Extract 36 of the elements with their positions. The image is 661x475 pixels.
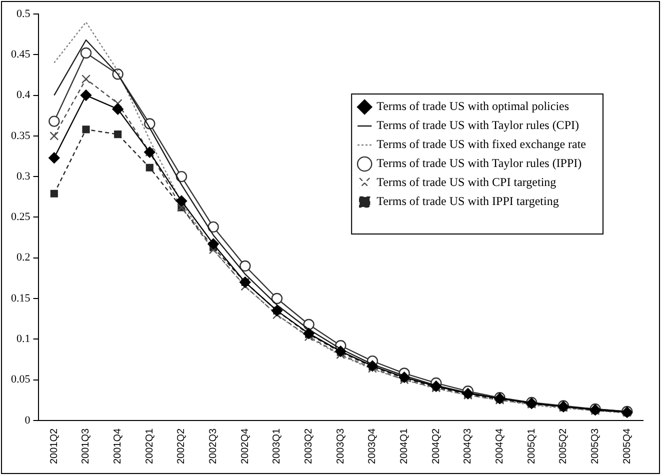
y-tick-label: 0: [24, 414, 31, 426]
x-tick-label: 2004Q1: [399, 428, 410, 464]
x-tick-label: 2004Q3: [462, 428, 474, 464]
x-tick-label: 2005Q3: [590, 428, 602, 464]
x-tick-label: 2004Q4: [494, 428, 506, 464]
y-tick-label: 0.4: [16, 89, 31, 102]
legend-label: Terms of trade US with Taylor rules (IPPI): [376, 156, 582, 170]
x-tick-label: 2001Q2: [48, 428, 60, 464]
x-tick-label: 2005Q1: [526, 428, 538, 464]
y-tick-label: 0.25: [11, 211, 31, 224]
x-tick-label: 2003Q4: [367, 428, 378, 464]
legend-label: Terms of trade US with CPI targeting: [376, 175, 556, 190]
x-tick-label: 2002Q1: [144, 428, 156, 464]
x-tick-label: 2002Q4: [240, 428, 251, 464]
y-tick-label: 0.15: [11, 292, 31, 304]
x-tick-label: 2003Q2: [304, 428, 315, 464]
y-tick-label: 0.3: [16, 170, 31, 182]
y-tick-label: 0.45: [11, 48, 31, 61]
legend-label: Terms of trade US with IPPI targeting: [376, 194, 559, 208]
x-tick-label: 2001Q3: [80, 428, 92, 464]
legend-label: Terms of trade US with Taylor rules (CPI): [376, 118, 579, 132]
x-tick-label: 2005Q2: [558, 428, 570, 464]
y-tick-label: 0.5: [16, 8, 31, 20]
x-tick-label: 2003Q3: [335, 428, 346, 464]
y-tick-label: 0.1: [16, 333, 30, 346]
legend-label: Terms of trade US with fixed exchange rate: [376, 137, 586, 152]
x-tick-label: 2001Q4: [112, 428, 124, 464]
x-tick-label: 2005Q4: [622, 428, 633, 464]
y-tick-label: 0.05: [11, 374, 31, 386]
x-tick-label: 2003Q1: [272, 428, 283, 464]
x-tick-label: 2002Q2: [176, 428, 188, 464]
x-tick-label: 2002Q3: [208, 428, 220, 464]
legend-label: Terms of trade US with optimal policies: [376, 99, 570, 114]
y-tick-label: 0.2: [16, 252, 30, 264]
y-tick-label: 0.35: [11, 130, 31, 142]
x-tick-label: 2004Q2: [430, 428, 442, 464]
